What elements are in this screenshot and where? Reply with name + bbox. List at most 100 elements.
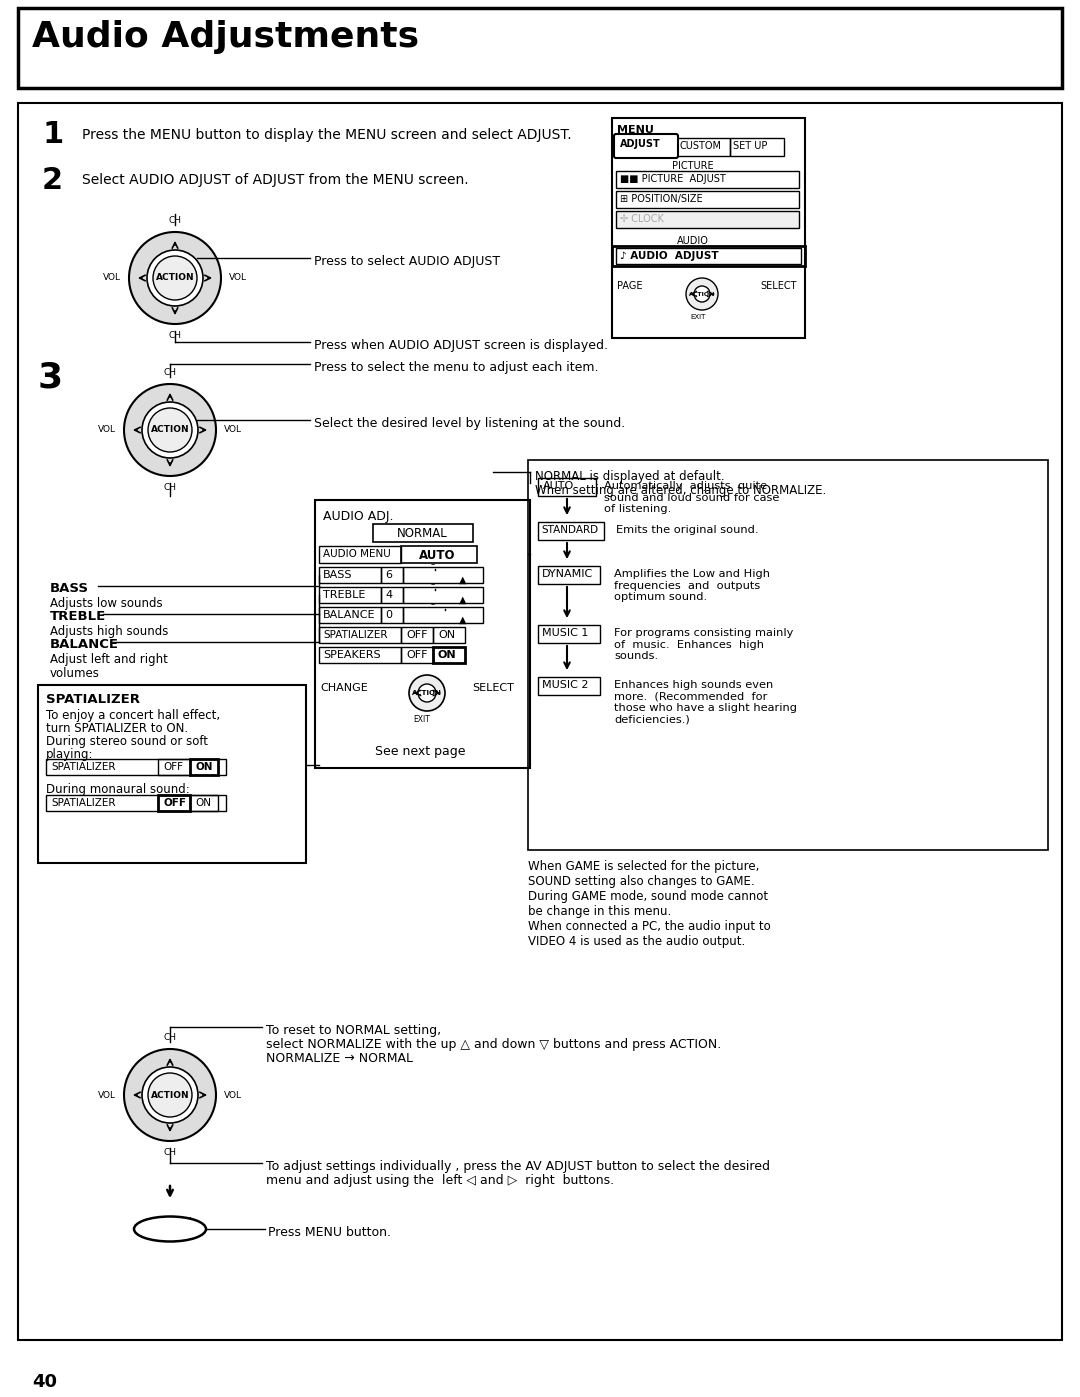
Text: PAGE: PAGE <box>617 281 643 291</box>
Bar <box>401 647 433 664</box>
Bar <box>18 103 1062 1340</box>
Bar <box>319 546 401 563</box>
Bar <box>381 608 403 623</box>
Text: NORMALIZE → NORMAL: NORMALIZE → NORMAL <box>266 1052 413 1065</box>
Text: AUDIO MENU: AUDIO MENU <box>323 549 391 559</box>
Text: Amplifies the Low and High
frequencies  and  outputs
optimum sound.: Amplifies the Low and High frequencies a… <box>615 569 770 602</box>
Bar <box>158 795 190 812</box>
Text: CH: CH <box>168 217 181 225</box>
Text: BASS: BASS <box>323 570 352 580</box>
Bar <box>315 500 530 768</box>
Text: To reset to NORMAL setting,: To reset to NORMAL setting, <box>266 1024 441 1037</box>
Text: ▲: ▲ <box>459 595 467 605</box>
Text: DYNAMIC: DYNAMIC <box>542 569 593 578</box>
Text: Press to select the menu to adjust each item.: Press to select the menu to adjust each … <box>314 360 598 374</box>
Text: ADJUST: ADJUST <box>620 138 661 149</box>
Text: CH: CH <box>163 483 176 492</box>
Text: OFF: OFF <box>406 650 428 659</box>
Text: 2: 2 <box>42 166 63 196</box>
Text: ON: ON <box>195 761 213 773</box>
Text: NORMAL: NORMAL <box>397 527 448 541</box>
Bar <box>538 522 604 541</box>
Bar <box>612 117 805 338</box>
Bar <box>381 567 403 583</box>
Text: select NORMALIZE with the up △ and down ▽ buttons and press ACTION.: select NORMALIZE with the up △ and down … <box>266 1038 721 1051</box>
Bar <box>38 685 306 863</box>
Text: Audio Adjustments: Audio Adjustments <box>32 20 419 54</box>
Text: See next page: See next page <box>375 745 465 759</box>
Text: MUSIC 2: MUSIC 2 <box>542 680 589 690</box>
Text: VOL: VOL <box>103 274 121 282</box>
Text: menu and adjust using the  left ◁ and ▷  right  buttons.: menu and adjust using the left ◁ and ▷ r… <box>266 1173 615 1187</box>
Text: CHANGE: CHANGE <box>320 683 368 693</box>
Text: ON: ON <box>438 650 457 659</box>
Text: 40: 40 <box>32 1373 57 1391</box>
Text: Press when AUDIO ADJUST screen is displayed.: Press when AUDIO ADJUST screen is displa… <box>314 339 608 352</box>
Bar <box>319 567 381 583</box>
Text: Select the desired level by listening at the sound.: Select the desired level by listening at… <box>314 416 625 430</box>
Text: During stereo sound or soft: During stereo sound or soft <box>46 735 208 747</box>
FancyBboxPatch shape <box>615 134 678 158</box>
Text: Adjusts low sounds: Adjusts low sounds <box>50 597 163 610</box>
Text: SPATIALIZER: SPATIALIZER <box>51 761 116 773</box>
Bar <box>403 608 483 623</box>
Text: TREBLE: TREBLE <box>323 590 365 599</box>
Bar <box>401 627 433 643</box>
Bar <box>538 478 596 496</box>
Circle shape <box>129 232 221 324</box>
Text: ACTION: ACTION <box>413 690 442 696</box>
Text: 3: 3 <box>38 360 63 394</box>
Text: ▲: ▲ <box>459 576 467 585</box>
Bar <box>18 8 1062 88</box>
Text: –: – <box>431 560 435 569</box>
Bar <box>612 246 805 265</box>
Text: BALANCE: BALANCE <box>323 610 376 620</box>
Text: SPATIALIZER: SPATIALIZER <box>51 798 116 807</box>
Text: ACTION: ACTION <box>151 1091 189 1099</box>
Text: AUDIO: AUDIO <box>677 236 708 246</box>
Text: ACTION: ACTION <box>151 426 189 434</box>
Text: CH: CH <box>163 367 176 377</box>
Circle shape <box>147 250 203 306</box>
Text: MUSIC 1: MUSIC 1 <box>542 629 589 638</box>
Text: 1: 1 <box>42 120 64 149</box>
Text: OFF: OFF <box>163 761 183 773</box>
Text: 6: 6 <box>384 570 392 580</box>
Text: To adjust settings individually , press the AV ADJUST button to select the desir: To adjust settings individually , press … <box>266 1160 770 1173</box>
Text: playing:: playing: <box>46 747 94 761</box>
Bar <box>538 566 600 584</box>
Text: ON: ON <box>195 798 211 807</box>
Text: SET UP: SET UP <box>733 141 768 151</box>
Text: Automatically  adjusts  quite
sound and loud sound for case
of listening.: Automatically adjusts quite sound and lo… <box>604 481 780 514</box>
Text: –: – <box>431 599 435 609</box>
Text: VOL: VOL <box>98 1091 116 1099</box>
Text: EXIT: EXIT <box>414 715 431 724</box>
Text: BALANCE: BALANCE <box>50 638 119 651</box>
Text: ▲: ▲ <box>459 615 467 624</box>
Text: SELECT: SELECT <box>472 683 514 693</box>
Text: 0: 0 <box>384 610 392 620</box>
Text: volumes: volumes <box>50 666 99 680</box>
Text: Select AUDIO ADJUST of ADJUST from the MENU screen.: Select AUDIO ADJUST of ADJUST from the M… <box>82 173 469 187</box>
Text: Press the MENU button to display the MENU screen and select ADJUST.: Press the MENU button to display the MEN… <box>82 129 571 142</box>
Circle shape <box>153 256 197 300</box>
Text: MENU: MENU <box>617 124 653 136</box>
Bar <box>319 647 401 664</box>
Text: turn SPATIALIZER to ON.: turn SPATIALIZER to ON. <box>46 722 188 735</box>
Text: NORMAL is displayed at default.: NORMAL is displayed at default. <box>535 469 725 483</box>
Text: VOL: VOL <box>229 274 247 282</box>
Text: OFF: OFF <box>163 798 186 807</box>
Text: Emits the original sound.: Emits the original sound. <box>616 525 758 535</box>
Circle shape <box>148 1073 192 1118</box>
Text: VOL: VOL <box>98 426 116 434</box>
Text: –: – <box>431 580 435 590</box>
Text: 4: 4 <box>384 590 392 599</box>
Bar <box>403 567 483 583</box>
Circle shape <box>124 384 216 476</box>
Circle shape <box>141 402 198 458</box>
Bar <box>433 627 465 643</box>
Text: CH: CH <box>163 1148 176 1157</box>
Bar <box>616 249 801 264</box>
Bar <box>190 759 218 775</box>
Text: ♪ AUDIO  ADJUST: ♪ AUDIO ADJUST <box>620 251 718 261</box>
